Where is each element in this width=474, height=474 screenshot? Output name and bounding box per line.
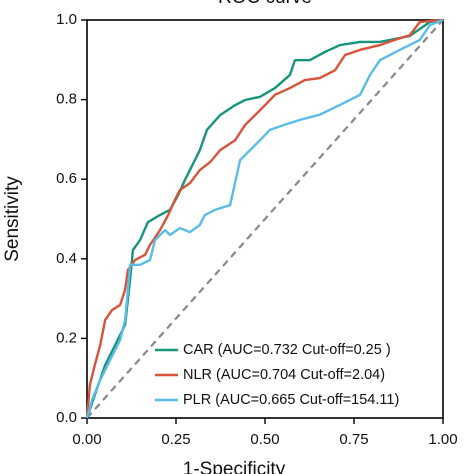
y-tick-label: 1.0 — [56, 11, 77, 28]
y-tick-label: 0.8 — [56, 91, 77, 108]
x-axis-label: 1-Specificity — [183, 459, 286, 474]
roc-line — [85, 18, 444, 419]
x-tick-label: 0.25 — [161, 431, 190, 448]
x-tick-label: 1.00 — [428, 431, 457, 448]
legend-label: PLR (AUC=0.665 Cut-off=154.11) — [183, 392, 399, 408]
legend-label: CAR (AUC=0.732 Cut-off=0.25 ) — [183, 342, 391, 358]
y-tick-label: 0.6 — [56, 170, 77, 187]
legend-label: NLR (AUC=0.704 Cut-off=2.04) — [183, 367, 385, 383]
x-tick-label: 0.00 — [72, 431, 101, 448]
y-tick-label: 0.2 — [56, 329, 77, 346]
x-tick-label: 0.50 — [250, 431, 279, 448]
y-tick-label: 0.0 — [56, 409, 77, 426]
y-tick-label: 0.4 — [56, 250, 77, 267]
roc-line — [85, 18, 444, 419]
roc-line — [85, 18, 444, 419]
y-axis-label: Sensitivity — [2, 176, 23, 262]
reference-diagonal — [86, 19, 444, 419]
chart-title: ROC curve — [218, 0, 312, 8]
x-tick-label: 0.75 — [339, 431, 368, 448]
